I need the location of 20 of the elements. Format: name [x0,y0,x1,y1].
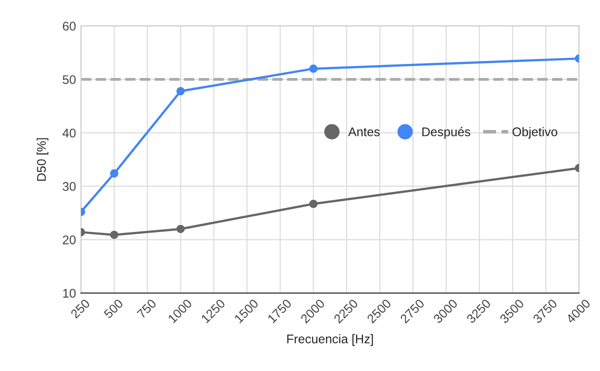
legend-label: Objetivo [512,127,558,139]
y-tick-label: 20 [62,235,76,244]
y-tick-label: 40 [62,128,76,138]
x-axis-title: Frecuencia [Hz] [287,334,373,346]
y-axis-title: D50 [%] [36,138,48,181]
legend-label: Después [422,126,470,139]
point [309,64,318,73]
y-tick-label: 30 [62,182,76,191]
x-tick-label: 250 [70,298,90,319]
point [176,224,185,234]
legend-label: Antes [348,128,380,136]
point [176,86,185,96]
point [110,230,118,240]
x-tick-label: 500 [103,298,124,319]
y-tick-label: 10 [63,288,76,298]
x-tick-label: 750 [136,298,157,319]
point [309,200,318,208]
point [110,169,118,178]
y-tick-label: 50 [62,75,76,84]
y-tick-label: 60 [62,22,76,31]
